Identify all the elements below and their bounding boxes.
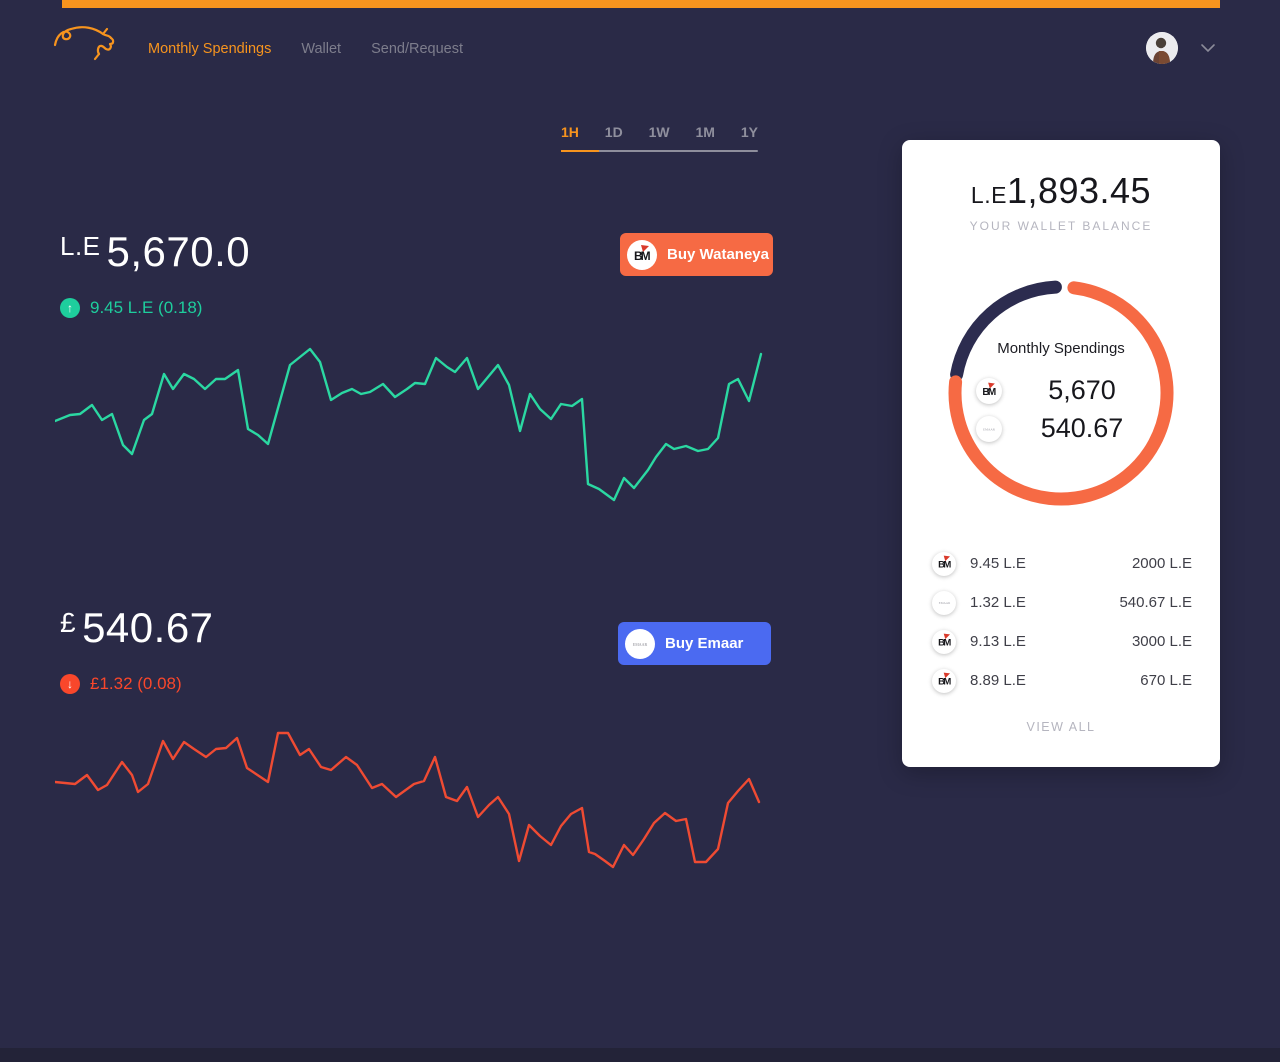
bm-icon: BM xyxy=(627,239,657,270)
donut-center: Monthly Spendings BM 5,670 EMAAR 540.67 xyxy=(902,340,1220,444)
table-row[interactable]: BM 9.45 L.E 2000 L.E xyxy=(932,544,1192,583)
emaar-change: £1.32 (0.08) xyxy=(90,674,182,693)
emaar-icon: EMAAR xyxy=(932,590,956,615)
tx-total: 670 L.E xyxy=(1140,672,1192,689)
view-all-link[interactable]: VIEW ALL xyxy=(1026,720,1096,734)
account-menu[interactable] xyxy=(1146,32,1216,64)
avatar[interactable] xyxy=(1146,32,1178,64)
bm-icon: BM xyxy=(932,629,956,654)
wataneya-chart-line xyxy=(55,347,763,502)
wataneya-currency-prefix: L.E xyxy=(60,231,101,261)
emaar-line-chart xyxy=(55,731,761,869)
tabs-underline-active xyxy=(561,150,599,152)
donut-segment-orange xyxy=(948,281,1174,506)
svg-text:EMAAR: EMAAR xyxy=(633,642,648,647)
wallet-currency-prefix: L.E xyxy=(970,182,1007,208)
svg-text:EMAAR: EMAAR xyxy=(938,601,950,605)
emaar-price-block: £ 540.67 ↓ £1.32 (0.08) xyxy=(60,604,214,694)
svg-text:BM: BM xyxy=(634,249,651,263)
bm-icon: BM xyxy=(932,668,956,693)
wataneya-price-block: L.E 5,670.0 ↑ 9.45 L.E (0.18) xyxy=(60,228,250,318)
tx-amount: 9.45 L.E xyxy=(970,555,1026,572)
tab-1h[interactable]: 1H xyxy=(561,124,579,140)
wallet-balance: L.E1,893.45 xyxy=(902,170,1220,212)
tab-1m[interactable]: 1M xyxy=(695,124,715,140)
table-row[interactable]: EMAAR 1.32 L.E 540.67 L.E xyxy=(932,583,1192,622)
main-nav: Monthly Spendings Wallet Send/Request xyxy=(148,41,463,57)
buy-emaar-label: Buy Emaar xyxy=(665,635,744,652)
buy-wataneya-button[interactable]: BM Buy Wataneya xyxy=(620,233,773,276)
nav-item-monthly-spendings[interactable]: Monthly Spendings xyxy=(148,41,272,57)
donut-value-row: BM 5,670 xyxy=(976,375,1146,406)
tx-amount: 8.89 L.E xyxy=(970,672,1026,689)
emaar-price: 540.67 xyxy=(82,604,214,651)
transactions-list: BM 9.45 L.E 2000 L.E EMAAR 1.32 L.E 540.… xyxy=(932,544,1192,700)
up-arrow-icon: ↑ xyxy=(60,298,80,318)
donut-wataneya-value: 5,670 xyxy=(1048,375,1116,405)
tx-amount: 9.13 L.E xyxy=(970,633,1026,650)
emaar-icon: EMAAR xyxy=(625,628,655,659)
tab-1y[interactable]: 1Y xyxy=(740,124,758,140)
tx-total: 3000 L.E xyxy=(1131,633,1192,650)
donut-segment-navy xyxy=(950,280,1062,382)
emaar-chart-line xyxy=(55,731,761,869)
donut-emaar-value: 540.67 xyxy=(1040,413,1124,443)
buy-emaar-button[interactable]: EMAAR Buy Emaar xyxy=(618,622,771,665)
top-accent-bar xyxy=(62,0,1220,8)
bull-logo-icon xyxy=(53,26,115,61)
svg-text:BM: BM xyxy=(938,637,951,648)
wataneya-line-chart xyxy=(55,347,763,502)
table-row[interactable]: BM 9.13 L.E 3000 L.E xyxy=(932,622,1192,661)
wallet-balance-value: 1,893.45 xyxy=(1006,170,1152,211)
bm-icon: BM xyxy=(932,551,956,576)
svg-text:BM: BM xyxy=(938,559,951,570)
tx-amount: 1.32 L.E xyxy=(970,594,1026,611)
tabs-underline xyxy=(561,150,758,152)
wataneya-price: 5,670.0 xyxy=(106,228,251,275)
nav-item-wallet[interactable]: Wallet xyxy=(301,41,342,57)
buy-wataneya-label: Buy Wataneya xyxy=(667,246,769,263)
wataneya-change: 9.45 L.E (0.18) xyxy=(90,298,203,317)
svg-text:BM: BM xyxy=(938,676,951,687)
down-arrow-icon: ↓ xyxy=(60,674,80,694)
tab-1w[interactable]: 1W xyxy=(648,124,670,140)
header: Monthly Spendings Wallet Send/Request xyxy=(0,8,1280,78)
donut-value-row: EMAAR 540.67 xyxy=(976,413,1146,444)
bm-icon: BM xyxy=(976,377,1002,404)
spendings-donut-chart xyxy=(948,280,1174,506)
table-row[interactable]: BM 8.89 L.E 670 L.E xyxy=(932,661,1192,700)
emaar-currency-prefix: £ xyxy=(60,607,77,638)
svg-text:BM: BM xyxy=(982,387,996,398)
wallet-balance-subtitle: YOUR WALLET BALANCE xyxy=(969,219,1153,233)
tab-1d[interactable]: 1D xyxy=(604,124,623,140)
svg-text:EMAAR: EMAAR xyxy=(983,427,996,431)
tx-total: 540.67 L.E xyxy=(1119,594,1192,611)
wallet-card: L.E1,893.45 YOUR WALLET BALANCE Monthly … xyxy=(902,140,1220,767)
time-range-tabs: 1H 1D 1W 1M 1Y xyxy=(561,124,758,152)
bottom-strip xyxy=(0,1048,1280,1062)
emaar-icon: EMAAR xyxy=(976,415,1002,442)
avatar-silhouette xyxy=(1146,32,1178,64)
nav-item-send-request[interactable]: Send/Request xyxy=(371,41,463,57)
chevron-down-icon[interactable] xyxy=(1200,43,1216,53)
tx-total: 2000 L.E xyxy=(1131,555,1192,572)
donut-title: Monthly Spendings xyxy=(997,340,1125,357)
